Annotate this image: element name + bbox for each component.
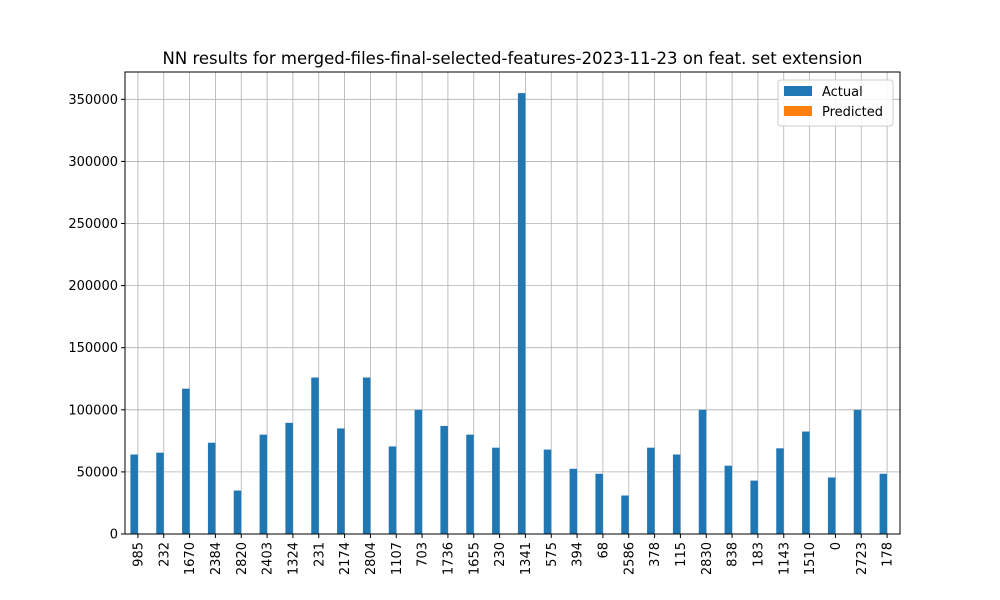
bar-actual	[466, 434, 474, 534]
bar-actual	[879, 473, 888, 534]
bar-actual	[130, 454, 138, 534]
chart-title: NN results for merged-files-final-select…	[163, 49, 863, 68]
x-tick-label: 2174	[338, 542, 353, 575]
legend-swatch-actual	[784, 86, 812, 96]
bar-actual	[182, 388, 190, 534]
x-tick-label: 2804	[364, 542, 379, 575]
bar-actual	[388, 446, 397, 534]
legend-label-actual: Actual	[822, 85, 863, 100]
x-tick-label: 232	[157, 542, 172, 567]
bar-actual	[647, 447, 655, 534]
bar-actual	[440, 425, 448, 534]
x-tick-label: 1510	[803, 542, 818, 575]
x-tick-label: 1670	[183, 542, 198, 575]
bar-actual	[827, 477, 836, 534]
bar-actual	[698, 409, 707, 534]
legend: Actual Predicted	[777, 79, 894, 127]
bar-actual	[853, 409, 862, 534]
bar-actual	[414, 409, 423, 534]
bar-actual	[285, 422, 293, 534]
bar-actual	[672, 454, 681, 534]
bar-actual	[776, 448, 784, 534]
y-tick-label: 0	[110, 528, 118, 543]
x-tick-label: 1655	[467, 542, 482, 575]
x-tick-label: 0	[829, 542, 844, 550]
bar-actual	[207, 442, 216, 534]
bar-actual	[517, 93, 526, 534]
y-tick-label: 50000	[77, 465, 118, 480]
x-tick-label: 838	[726, 542, 741, 567]
y-tick-label: 350000	[68, 93, 118, 108]
bar-actual	[492, 447, 500, 534]
x-tick-label: 230	[493, 542, 508, 567]
x-tick-label: 394	[571, 542, 586, 567]
x-tick-label: 231	[312, 542, 327, 567]
x-tick-label: 1107	[390, 542, 405, 575]
bar-actual	[259, 434, 268, 534]
x-tick-label: 985	[131, 542, 146, 567]
y-tick-label: 200000	[68, 279, 118, 294]
bar-actual	[724, 465, 733, 534]
x-tick-label: 68	[596, 542, 611, 559]
x-tick-label: 2403	[261, 542, 276, 575]
bar-actual	[362, 377, 371, 534]
legend-swatch-predicted	[784, 106, 812, 116]
x-tick-label: 178	[881, 542, 896, 567]
y-axis: 0 50000 100000 150000 200000 250000 300000 3500…	[68, 93, 125, 543]
x-tick-label: 2830	[700, 542, 715, 575]
bar-actual	[750, 480, 758, 534]
x-tick-label: 1341	[519, 542, 534, 575]
x-axis: 985 232 1670 2384 2820 2403 1324 231 2174 2804 110…	[131, 534, 896, 575]
legend-label-predicted: Predicted	[822, 105, 883, 120]
x-tick-label: 703	[416, 542, 431, 567]
y-tick-label: 150000	[68, 341, 118, 356]
plot-frame	[124, 71, 901, 535]
bar-actual	[311, 377, 319, 534]
x-tick-label: 1143	[777, 542, 792, 575]
bar-actual	[621, 495, 629, 534]
bars	[130, 93, 888, 534]
y-tick-label: 100000	[68, 403, 118, 418]
x-tick-label: 115	[674, 542, 689, 567]
x-tick-label: 378	[648, 542, 663, 567]
bar-actual	[233, 490, 242, 534]
x-tick-label: 2586	[622, 542, 637, 575]
bar-actual	[543, 449, 552, 534]
bar-actual	[595, 473, 603, 534]
x-tick-label: 1324	[286, 542, 301, 575]
x-tick-label: 2820	[235, 542, 250, 575]
bar-actual	[569, 468, 578, 534]
x-tick-label: 575	[545, 542, 560, 567]
x-tick-label: 1736	[441, 542, 456, 575]
x-tick-label: 2384	[209, 542, 224, 575]
bar-actual	[802, 431, 810, 534]
bar-actual	[337, 428, 345, 534]
x-tick-label: 183	[751, 542, 766, 567]
y-tick-label: 250000	[68, 217, 118, 232]
y-tick-label: 300000	[68, 155, 118, 170]
x-tick-label: 2723	[855, 542, 870, 575]
bar-actual	[156, 452, 164, 534]
